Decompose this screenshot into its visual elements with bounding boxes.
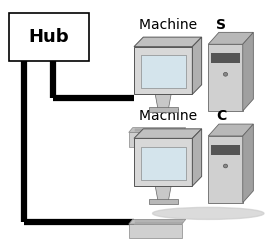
Polygon shape — [134, 47, 192, 94]
Polygon shape — [129, 132, 182, 147]
Polygon shape — [208, 136, 243, 203]
Polygon shape — [192, 129, 202, 186]
Polygon shape — [208, 32, 253, 44]
FancyBboxPatch shape — [141, 147, 186, 180]
FancyBboxPatch shape — [211, 54, 240, 63]
Polygon shape — [208, 44, 243, 111]
FancyBboxPatch shape — [141, 55, 186, 88]
Polygon shape — [155, 186, 171, 200]
Polygon shape — [243, 32, 253, 111]
Text: Machine: Machine — [139, 109, 202, 123]
Text: Machine: Machine — [139, 18, 202, 32]
Polygon shape — [129, 224, 182, 238]
Polygon shape — [155, 94, 171, 109]
Polygon shape — [208, 124, 253, 136]
Circle shape — [224, 72, 228, 76]
Polygon shape — [129, 128, 186, 132]
Polygon shape — [134, 129, 202, 138]
Polygon shape — [192, 37, 202, 94]
Polygon shape — [134, 138, 192, 186]
FancyBboxPatch shape — [148, 107, 178, 112]
Text: C: C — [216, 109, 226, 123]
Polygon shape — [129, 219, 186, 224]
Text: S: S — [216, 18, 226, 32]
FancyBboxPatch shape — [148, 199, 178, 204]
FancyBboxPatch shape — [9, 13, 89, 61]
Polygon shape — [134, 37, 202, 47]
FancyBboxPatch shape — [211, 145, 240, 155]
Ellipse shape — [152, 208, 264, 219]
Circle shape — [224, 164, 228, 168]
Text: Hub: Hub — [29, 28, 69, 46]
Polygon shape — [243, 124, 253, 203]
